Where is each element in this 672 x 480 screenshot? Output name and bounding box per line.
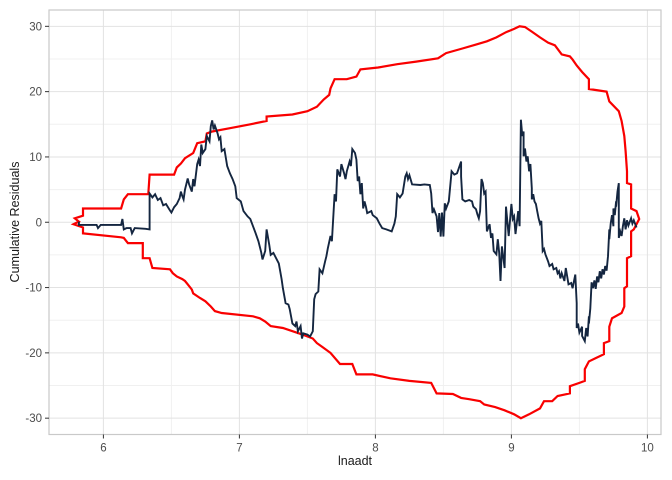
y-tick-label: 20 xyxy=(29,87,42,99)
x-tick-label: 8 xyxy=(372,443,378,455)
y-tick-label: -30 xyxy=(25,413,42,425)
y-axis-title: Cumulative Residuals xyxy=(8,161,22,283)
x-axis-title: lnaadt xyxy=(337,454,373,468)
x-tick-label: 10 xyxy=(641,443,654,455)
y-tick-label: -10 xyxy=(25,283,42,295)
cumulative-residuals-line xyxy=(77,119,638,345)
y-tick-label: 0 xyxy=(36,217,42,229)
x-tick-label: 9 xyxy=(508,443,514,455)
y-tick-label: 30 xyxy=(29,21,42,33)
x-tick-label: 6 xyxy=(100,443,106,455)
y-tick-label: -20 xyxy=(25,348,42,360)
x-tick-label: 7 xyxy=(236,443,242,455)
confidence-envelope-line xyxy=(70,25,641,420)
y-tick-label: 10 xyxy=(29,152,42,164)
